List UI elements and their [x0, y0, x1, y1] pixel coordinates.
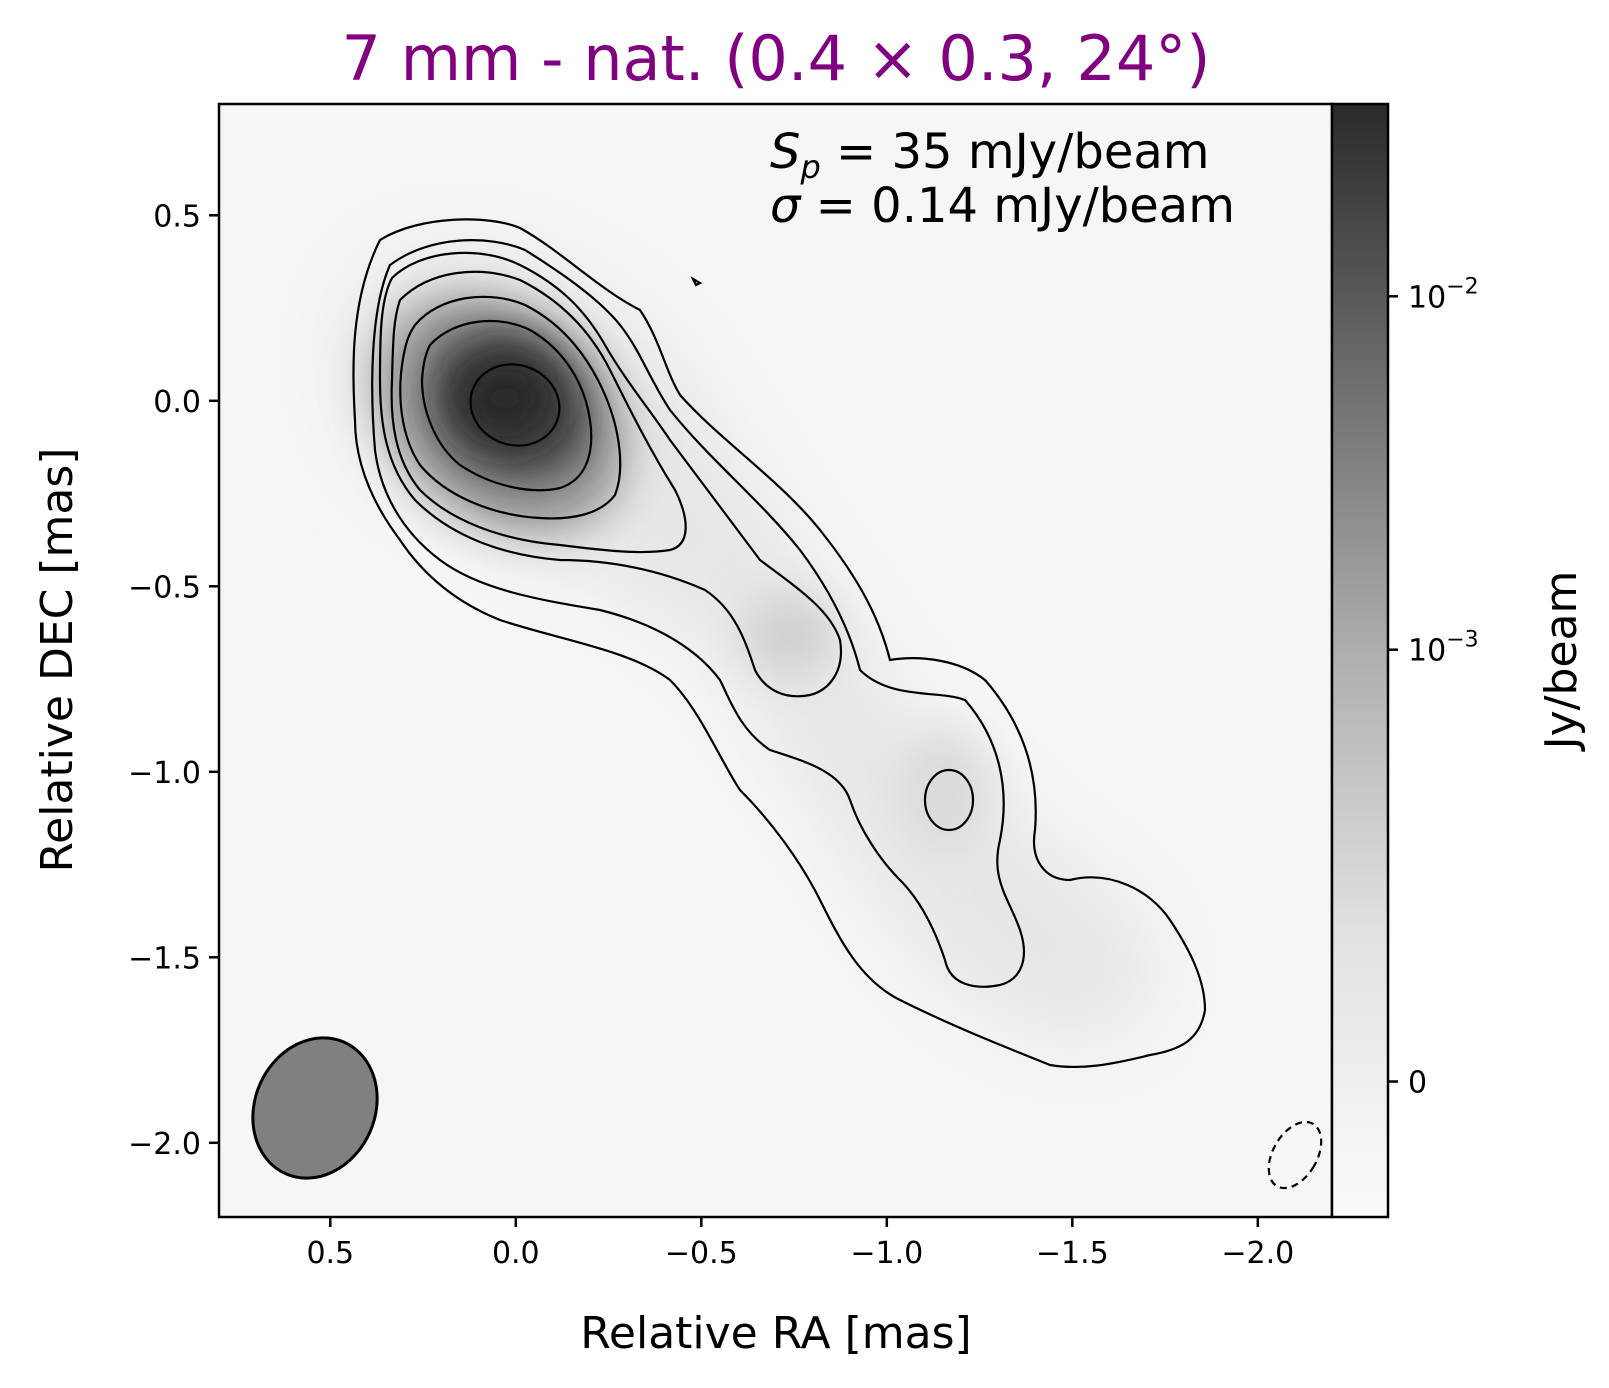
y-tick-label: −0.5 [128, 570, 201, 605]
x-tick-label: −0.5 [665, 1236, 738, 1271]
plot-area: Sp = 35 mJy/beam σ = 0.14 mJy/beam [217, 102, 1334, 1219]
contour-level-1 [352, 218, 1207, 1069]
colorbar-tick-label: 0 [1408, 1066, 1427, 1101]
y-axis-label: Relative DEC [mas] [32, 448, 83, 873]
colorbar-tick-label: 10−2 [1408, 274, 1479, 315]
knot-2-emission [900, 730, 990, 850]
contour-level-2 [371, 239, 1025, 988]
negative-contour [1267, 1120, 1323, 1190]
y-tick-label: −1.0 [128, 756, 201, 791]
contour-level-5 [399, 295, 622, 520]
colorbar-label: Jy/beam [1536, 571, 1587, 753]
colorbar: 10−2 10−3 0 Jy/beam [1330, 102, 1587, 1219]
contour-level-7 [469, 363, 561, 447]
beam-ellipse [251, 1036, 379, 1180]
contour-noise-spot [690, 276, 703, 287]
x-tick-label: −1.5 [1036, 1236, 1109, 1271]
x-tick-label: −1.0 [850, 1236, 923, 1271]
y-tick-label: 0.0 [153, 385, 201, 420]
contour-knot-2 [923, 768, 975, 832]
colorbar-tick-label: 10−3 [1408, 628, 1479, 669]
contours [352, 218, 1323, 1190]
contour-level-4 [390, 270, 687, 554]
colorbar-ticks: 10−2 10−3 0 [1388, 274, 1479, 1101]
x-tick-label: 0.0 [492, 1236, 540, 1271]
x-tick-label: 0.5 [306, 1236, 354, 1271]
chart-title: 7 mm - nat. (0.4 × 0.3, 24°) [342, 22, 1211, 95]
x-tick-label: −2.0 [1221, 1236, 1294, 1271]
y-tick-label: −2.0 [128, 1127, 201, 1162]
y-tick-label: 0.5 [153, 199, 201, 234]
x-axis-label: Relative RA [mas] [580, 1308, 971, 1359]
peak-flux-annotation: Sp = 35 mJy/beam [770, 124, 1210, 186]
x-axis: 0.5 0.0 −0.5 −1.0 −1.5 −2.0 [306, 1217, 1294, 1271]
contour-level-3 [378, 251, 843, 698]
heatmap-emission [345, 249, 1155, 1041]
colorbar-gradient [1330, 102, 1390, 1219]
contour-level-6 [420, 319, 593, 492]
rms-annotation: σ = 0.14 mJy/beam [770, 178, 1235, 234]
knot-1-emission [745, 595, 835, 675]
y-axis: 0.5 0.0 −0.5 −1.0 −1.5 −2.0 [128, 199, 219, 1162]
y-tick-label: −1.5 [128, 941, 201, 976]
